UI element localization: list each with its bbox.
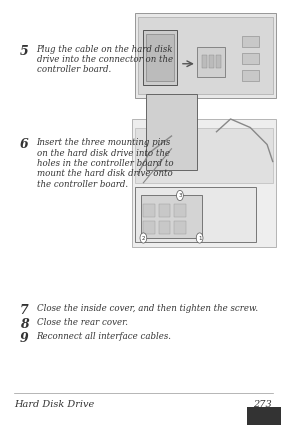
Text: 1: 1 (198, 235, 201, 241)
Text: Reconnect all interface cables.: Reconnect all interface cables. (37, 332, 172, 341)
FancyBboxPatch shape (209, 55, 214, 68)
FancyBboxPatch shape (143, 221, 155, 234)
FancyBboxPatch shape (159, 221, 170, 234)
FancyBboxPatch shape (135, 13, 275, 98)
FancyBboxPatch shape (174, 221, 186, 234)
FancyBboxPatch shape (248, 407, 281, 425)
Circle shape (177, 190, 183, 201)
Text: 273: 273 (253, 400, 272, 409)
Text: Plug the cable on the hard disk
drive into the connector on the
controller board: Plug the cable on the hard disk drive in… (37, 45, 173, 74)
Text: 8: 8 (20, 318, 28, 331)
FancyBboxPatch shape (174, 204, 186, 217)
Text: 6: 6 (20, 138, 28, 151)
Circle shape (140, 233, 147, 243)
FancyBboxPatch shape (242, 70, 259, 81)
FancyBboxPatch shape (135, 128, 273, 183)
Text: Close the inside cover, and then tighten the screw.: Close the inside cover, and then tighten… (37, 304, 258, 313)
FancyBboxPatch shape (143, 30, 177, 85)
FancyBboxPatch shape (217, 55, 221, 68)
FancyBboxPatch shape (138, 17, 273, 94)
FancyBboxPatch shape (242, 36, 259, 47)
FancyBboxPatch shape (143, 204, 155, 217)
Text: Close the rear cover.: Close the rear cover. (37, 318, 128, 327)
Text: 7: 7 (20, 304, 28, 317)
Text: Hard Disk Drive: Hard Disk Drive (14, 400, 94, 409)
Text: 5: 5 (20, 45, 28, 58)
FancyBboxPatch shape (146, 94, 197, 170)
FancyBboxPatch shape (159, 204, 170, 217)
Text: 3: 3 (178, 193, 182, 198)
Circle shape (196, 233, 203, 243)
FancyBboxPatch shape (202, 55, 207, 68)
FancyBboxPatch shape (197, 47, 225, 76)
FancyBboxPatch shape (135, 187, 256, 242)
Text: Insert the three mounting pins
on the hard disk drive into the
holes in the cont: Insert the three mounting pins on the ha… (37, 138, 173, 189)
FancyBboxPatch shape (141, 196, 202, 238)
FancyBboxPatch shape (146, 34, 174, 81)
FancyBboxPatch shape (242, 53, 259, 64)
Text: 2: 2 (142, 235, 145, 241)
FancyBboxPatch shape (132, 119, 275, 246)
Text: 9: 9 (20, 332, 28, 345)
